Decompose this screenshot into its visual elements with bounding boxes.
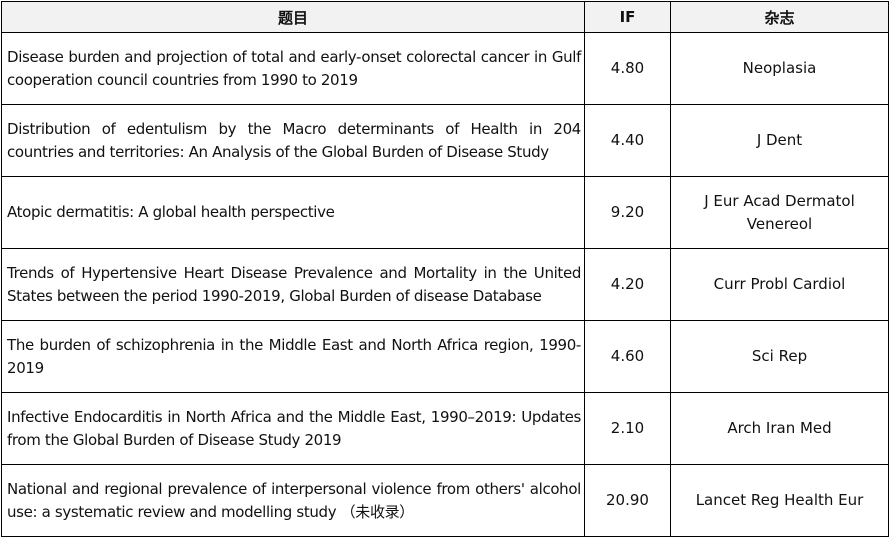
header-journal: 杂志 bbox=[670, 1, 889, 33]
paper-title: National and regional prevalence of inte… bbox=[1, 464, 585, 537]
table-row: Trends of Hypertensive Heart Disease Pre… bbox=[1, 248, 889, 321]
table-row: Infective Endocarditis in North Africa a… bbox=[1, 392, 889, 465]
impact-factor: 4.20 bbox=[584, 248, 671, 321]
header-if: IF bbox=[584, 1, 671, 33]
journal-name: J Dent bbox=[670, 104, 889, 177]
impact-factor: 20.90 bbox=[584, 464, 671, 537]
paper-title: Infective Endocarditis in North Africa a… bbox=[1, 392, 585, 465]
impact-factor: 4.40 bbox=[584, 104, 671, 177]
journal-name: Lancet Reg Health Eur bbox=[670, 464, 889, 537]
impact-factor: 9.20 bbox=[584, 176, 671, 249]
journal-name: J Eur Acad Dermatol Venereol bbox=[670, 176, 889, 249]
table-row: Distribution of edentulism by the Macro … bbox=[1, 104, 889, 177]
header-row: 题目 IF 杂志 bbox=[1, 1, 889, 33]
table-row: National and regional prevalence of inte… bbox=[1, 464, 889, 537]
header-title: 题目 bbox=[1, 1, 585, 33]
table-row: The burden of schizophrenia in the Middl… bbox=[1, 320, 889, 393]
table-row: Disease burden and projection of total a… bbox=[1, 32, 889, 105]
paper-title: Disease burden and projection of total a… bbox=[1, 32, 585, 105]
paper-title: Trends of Hypertensive Heart Disease Pre… bbox=[1, 248, 585, 321]
journal-name: Arch Iran Med bbox=[670, 392, 889, 465]
table-row: Atopic dermatitis: A global health persp… bbox=[1, 176, 889, 249]
paper-title: The burden of schizophrenia in the Middl… bbox=[1, 320, 585, 393]
journal-name: Neoplasia bbox=[670, 32, 889, 105]
journal-name: Sci Rep bbox=[670, 320, 889, 393]
paper-title: Atopic dermatitis: A global health persp… bbox=[1, 176, 585, 249]
paper-title: Distribution of edentulism by the Macro … bbox=[1, 104, 585, 177]
impact-factor: 4.80 bbox=[584, 32, 671, 105]
journal-name: Curr Probl Cardiol bbox=[670, 248, 889, 321]
impact-factor: 4.60 bbox=[584, 320, 671, 393]
impact-factor: 2.10 bbox=[584, 392, 671, 465]
